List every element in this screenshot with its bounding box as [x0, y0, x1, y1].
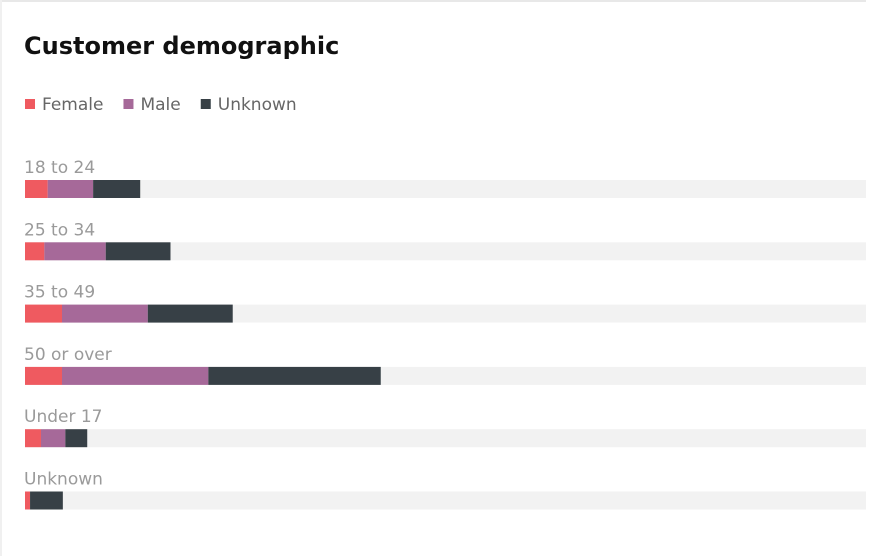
bar-segment — [25, 429, 41, 448]
bar-segment — [25, 366, 63, 385]
legend-label: Female — [42, 95, 103, 115]
card — [0, 0, 866, 556]
bar-segment — [25, 491, 31, 510]
category-label: 25 to 34 — [24, 220, 95, 240]
category-label: 50 or over — [24, 345, 112, 365]
bar-track — [25, 304, 866, 323]
legend-swatch — [200, 99, 211, 109]
bar-track — [25, 242, 866, 261]
bar-segment — [93, 180, 141, 198]
legend-label: Male — [140, 95, 180, 115]
legend-label: Unknown — [218, 95, 297, 115]
bar-segment — [65, 429, 88, 448]
bar-segment — [30, 491, 63, 510]
bar-segment — [62, 304, 148, 323]
legend-swatch — [123, 99, 134, 109]
category-label: 35 to 49 — [24, 283, 95, 303]
bar-segment — [25, 304, 63, 323]
category-label: Under 17 — [24, 407, 103, 427]
bar-segment — [47, 180, 94, 198]
bar-segment — [25, 180, 48, 198]
bar-track — [25, 491, 866, 510]
bar-track — [25, 180, 866, 198]
category-label: 18 to 24 — [24, 158, 95, 178]
bar-segment — [105, 242, 171, 261]
bar-segment — [40, 429, 66, 448]
bar-segment — [208, 366, 381, 385]
bar-segment — [44, 242, 106, 261]
bar-segment — [62, 366, 209, 385]
bar-track — [25, 429, 866, 448]
category-label: Unknown — [24, 470, 103, 490]
legend-swatch — [25, 99, 35, 109]
bar-segment — [25, 242, 45, 261]
chart-title: Customer demographic — [24, 32, 339, 60]
bar-segment — [147, 304, 233, 323]
